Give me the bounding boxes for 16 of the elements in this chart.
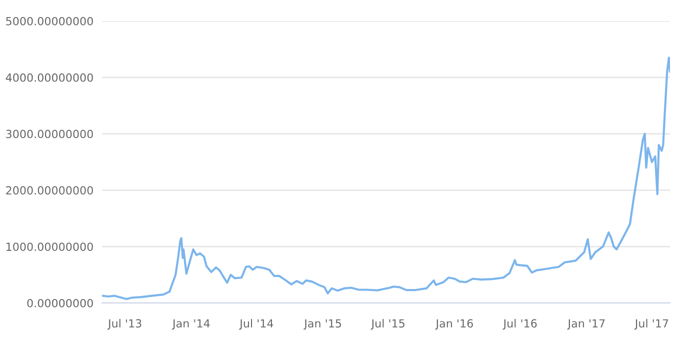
y-tick-label: 5000.00000000 [6, 16, 93, 26]
x-tick-label: Jul '16 [502, 318, 537, 330]
y-tick-label: 2000.00000000 [6, 186, 93, 195]
y-tick-label: 1000.00000000 [6, 242, 93, 251]
x-tick-label: Jan '14 [172, 319, 210, 330]
y-tick-label: 3000.00000000 [6, 130, 93, 138]
x-tick-label: Jan '15 [304, 319, 342, 330]
x-tick-label: Jul '17 [634, 318, 668, 330]
line-series [102, 56, 670, 300]
x-tick-label: Jul '14 [239, 318, 274, 330]
x-tick-label: Jul '13 [107, 318, 142, 330]
x-tick-label: Jul '15 [370, 318, 404, 330]
y-tick-label: 4000.00000000 [6, 73, 93, 82]
x-tick-label: Jan '16 [435, 319, 473, 330]
y-tick-label: 0.00000000 [27, 298, 93, 308]
x-tick-label: Jan '17 [567, 319, 605, 330]
